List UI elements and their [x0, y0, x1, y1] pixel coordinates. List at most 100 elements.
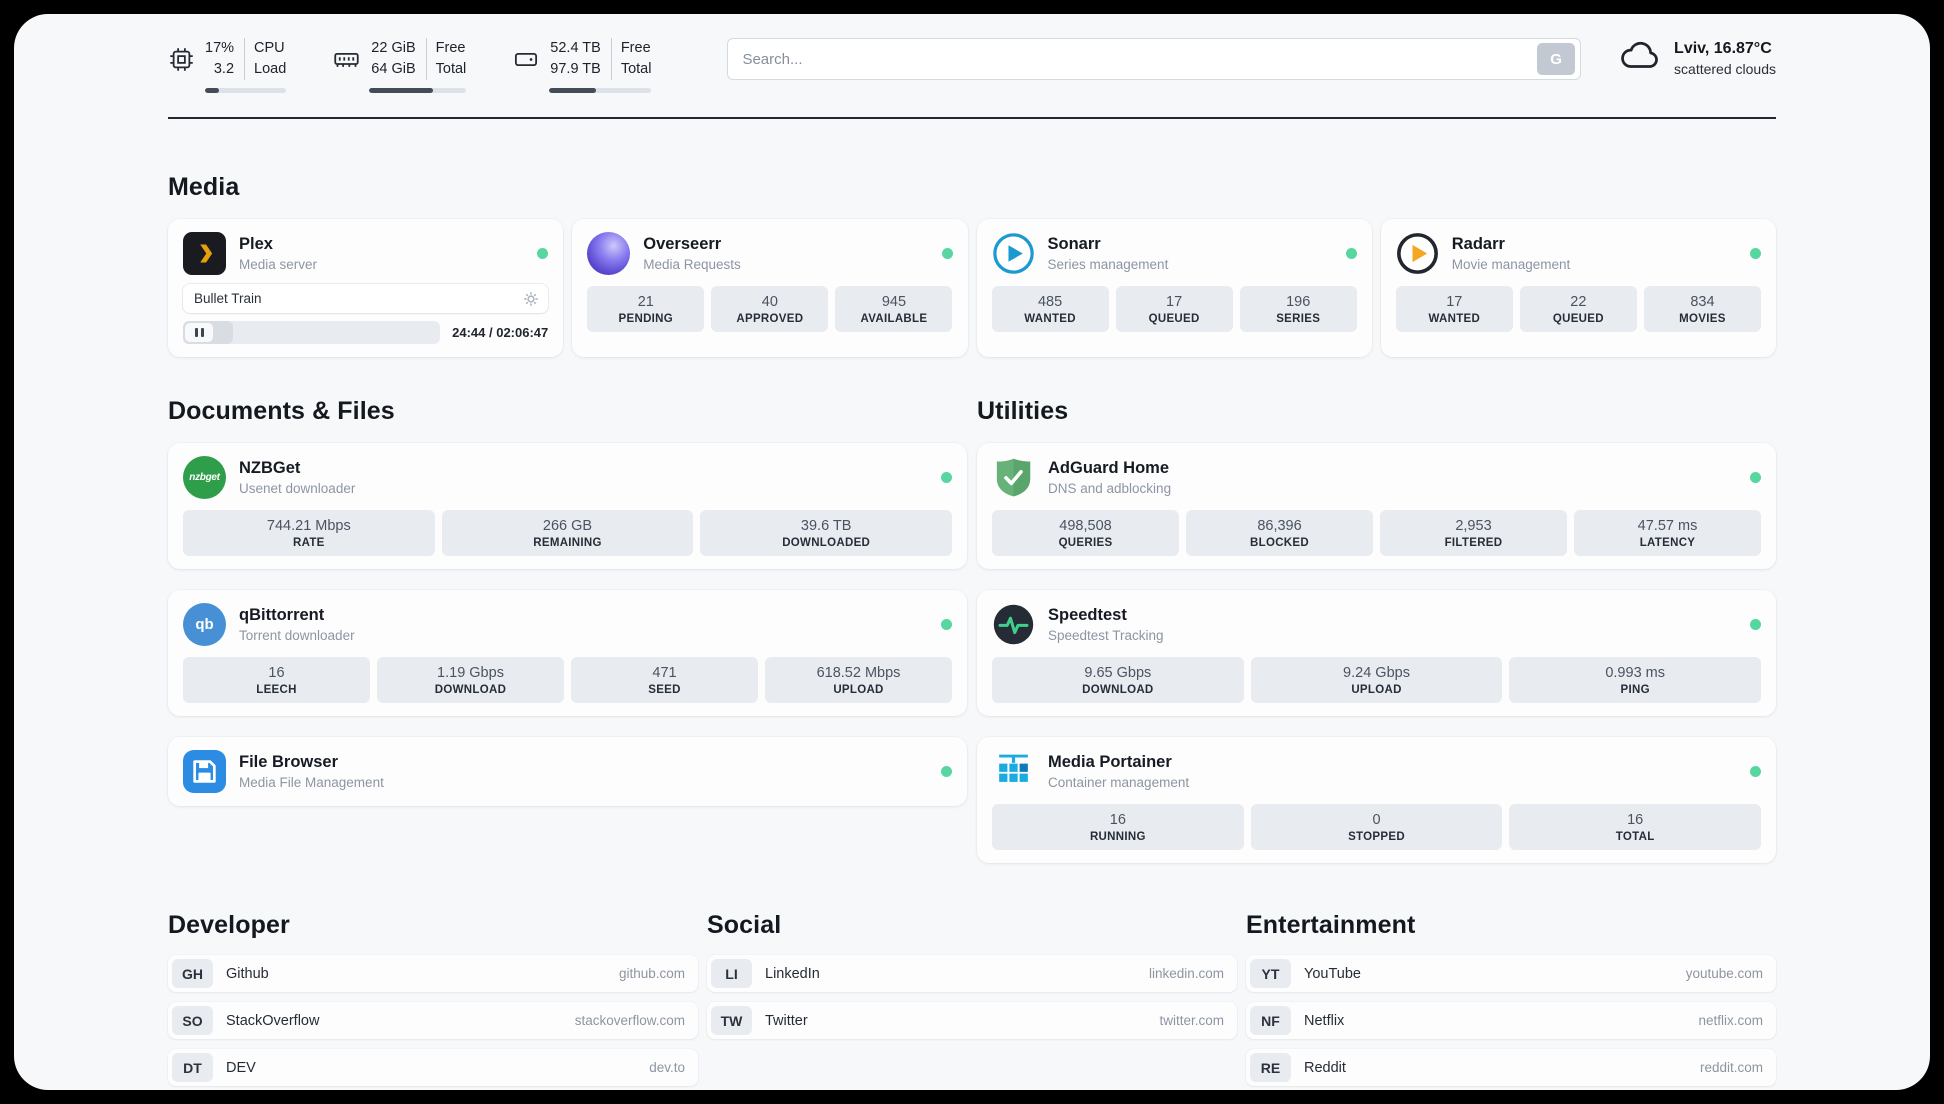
app-card-sonarr[interactable]: Sonarr Series management 485 WANTED 17 Q…: [976, 219, 1372, 358]
app-subtitle: Usenet downloader: [239, 481, 356, 497]
ram-total-value: 64 GiB: [371, 61, 416, 78]
bookmark-abbr: DT: [172, 1053, 213, 1083]
stat-box: 22 QUEUED: [1519, 286, 1637, 333]
status-dot: [1750, 619, 1761, 631]
pause-icon[interactable]: [185, 323, 213, 343]
status-dot: [941, 472, 952, 484]
stat-box: 9.24 Gbps UPLOAD: [1250, 657, 1503, 704]
stat-box: 945 AVAILABLE: [835, 286, 953, 333]
cpu-load-value: 3.2: [213, 61, 235, 78]
weather-condition: scattered clouds: [1674, 61, 1776, 77]
stat-box: 485 WANTED: [991, 286, 1109, 333]
app-name: AdGuard Home: [1048, 459, 1170, 478]
app-subtitle: DNS and adblocking: [1048, 481, 1172, 497]
bookmark-name: StackOverflow: [226, 1012, 320, 1029]
stat-box: 47.57 ms LATENCY: [1574, 510, 1761, 557]
app-name: qBittorrent: [239, 606, 325, 625]
ram-free-value: 22 GiB: [371, 40, 416, 56]
status-dot: [537, 248, 549, 260]
app-subtitle: Media File Management: [239, 775, 384, 791]
app-name: NZBGet: [239, 459, 301, 478]
playback-time: 24:44 / 02:06:47: [452, 325, 549, 341]
section-title-documents: Documents & Files: [168, 397, 395, 426]
stat-box: 86,396 BLOCKED: [1186, 510, 1373, 557]
search-bar[interactable]: G: [727, 38, 1582, 80]
app-card-portainer[interactable]: Media Portainer Container management 16 …: [977, 737, 1776, 864]
section-title-media: Media: [168, 173, 240, 202]
app-card-plex[interactable]: Plex Media server Bullet Train: [168, 219, 564, 358]
bookmark-abbr: YT: [1250, 959, 1291, 989]
stat-box: 1.19 Gbps DOWNLOAD: [377, 657, 564, 704]
bookmark-url: youtube.com: [1685, 966, 1763, 982]
now-playing-title: Bullet Train: [194, 291, 262, 307]
app-card-overseerr[interactable]: Overseerr Media Requests 21 PENDING 40 A…: [572, 219, 968, 358]
bookmark-abbr: TW: [711, 1006, 752, 1036]
stat-box: 40 APPROVED: [711, 286, 829, 333]
bookmark-linkedin[interactable]: LI LinkedIn linkedin.com: [707, 955, 1237, 993]
app-name: Media Portainer: [1048, 753, 1172, 772]
disk-total-value: 97.9 TB: [550, 61, 601, 78]
bookmark-abbr: LI: [711, 959, 752, 989]
app-card-qbittorrent[interactable]: qb qBittorrent Torrent downloader 16 LEE…: [168, 590, 967, 717]
stat-box: 16 LEECH: [183, 657, 370, 704]
stat-box: 266 GB REMAINING: [441, 510, 694, 557]
status-dot: [941, 766, 952, 778]
app-card-adguard[interactable]: AdGuard Home DNS and adblocking 498,508 …: [977, 443, 1776, 570]
stat-box: 834 MOVIES: [1643, 286, 1761, 333]
filebrowser-icon: [183, 750, 226, 794]
weather-location: Lviv, 16.87°C: [1674, 40, 1772, 57]
disk-widget: 52.4 TB 97.9 TB Free Total: [512, 38, 652, 94]
search-engine-button[interactable]: G: [1537, 43, 1576, 75]
bookmark-youtube[interactable]: YT YouTube youtube.com: [1246, 955, 1776, 993]
stat-box: 196 SERIES: [1239, 286, 1357, 333]
bookmark-reddit[interactable]: RE Reddit reddit.com: [1246, 1049, 1776, 1087]
ram-free-label: Free: [435, 40, 466, 56]
app-subtitle: Media server: [239, 257, 318, 273]
bookmark-github[interactable]: GH Github github.com: [168, 955, 698, 993]
developer-bookmarks-section: Developer GH Github github.com SO StackO…: [168, 911, 698, 1087]
section-title-utilities: Utilities: [977, 397, 1069, 426]
app-card-radarr[interactable]: Radarr Movie management 17 WANTED 22 QUE…: [1380, 219, 1776, 358]
app-subtitle: Movie management: [1451, 257, 1571, 273]
plex-icon: [183, 232, 226, 276]
ram-total-label: Total: [435, 61, 467, 78]
app-card-nzbget[interactable]: nzbget NZBGet Usenet downloader 744.21 M…: [168, 443, 967, 570]
search-input[interactable]: [728, 50, 1538, 68]
status-dot: [1750, 766, 1761, 778]
disk-free-value: 52.4 TB: [550, 40, 601, 56]
bookmark-url: reddit.com: [1699, 1060, 1763, 1076]
bookmark-abbr: NF: [1250, 1006, 1291, 1036]
now-playing-bar[interactable]: Bullet Train: [183, 284, 549, 314]
speedtest-icon: [992, 603, 1035, 646]
weather-widget: Lviv, 16.87°C scattered clouds: [1619, 38, 1776, 77]
bookmark-url: linkedin.com: [1148, 966, 1224, 982]
documents-files-section: Documents & Files nzbget NZBGet Usenet d…: [168, 397, 967, 807]
app-subtitle: Container management: [1048, 775, 1190, 791]
playback-progress-bar[interactable]: [183, 321, 441, 345]
adguard-icon: [992, 456, 1035, 499]
bookmark-twitter[interactable]: TW Twitter twitter.com: [707, 1002, 1237, 1040]
sonarr-icon: [992, 232, 1035, 275]
bookmark-netflix[interactable]: NF Netflix netflix.com: [1246, 1002, 1776, 1040]
bookmark-url: netflix.com: [1698, 1013, 1763, 1029]
bookmark-name: LinkedIn: [765, 965, 820, 982]
bookmark-abbr: RE: [1250, 1053, 1291, 1083]
app-card-speedtest[interactable]: Speedtest Speedtest Tracking 9.65 Gbps D…: [977, 590, 1776, 717]
app-subtitle: Speedtest Tracking: [1048, 628, 1164, 644]
section-title-developer: Developer: [168, 911, 290, 940]
cpu-progress-bar: [205, 88, 287, 94]
radarr-icon: [1396, 232, 1439, 275]
gear-icon[interactable]: [523, 291, 539, 307]
bookmark-dev[interactable]: DT DEV dev.to: [168, 1049, 698, 1087]
stat-box: 498,508 QUERIES: [992, 510, 1179, 557]
app-name: Radarr: [1451, 235, 1505, 254]
bookmark-stackoverflow[interactable]: SO StackOverflow stackoverflow.com: [168, 1002, 698, 1040]
bookmark-url: github.com: [618, 966, 685, 982]
ram-icon: [332, 46, 361, 73]
cpu-usage-value: 17%: [205, 40, 235, 56]
app-subtitle: Media Requests: [643, 257, 741, 273]
bookmark-name: Reddit: [1304, 1059, 1346, 1076]
stat-box: 16 RUNNING: [992, 804, 1244, 851]
status-dot: [1345, 248, 1357, 260]
app-card-filebrowser[interactable]: File Browser Media File Management: [168, 737, 967, 807]
